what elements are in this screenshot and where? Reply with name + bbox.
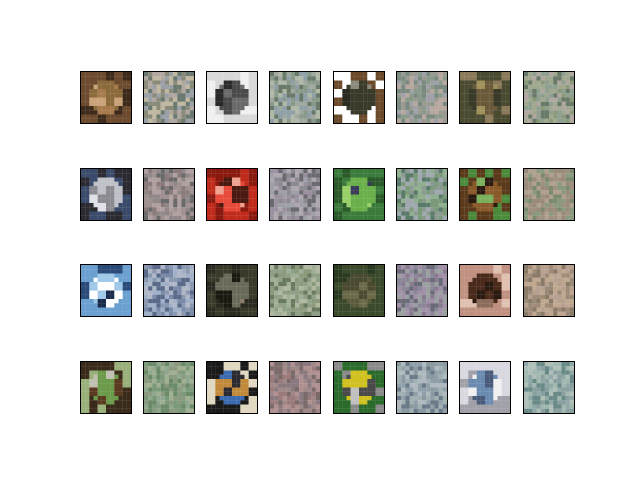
filtered-image-tile [269,168,321,221]
bird-noise-picture [270,362,320,413]
horse-noise-picture [524,169,574,220]
filtered-image-tile [523,168,575,221]
ship-picture [81,265,131,316]
filtered-image-tile [143,71,195,124]
frog-noise-picture [144,72,194,123]
original-image-tile [459,264,511,317]
filtered-image-tile [523,71,575,124]
filtered-image-tile [143,168,195,221]
original-image-tile [459,361,511,414]
horse-noise-picture [144,362,194,413]
truck-noise-picture [397,362,447,413]
ship-noise-picture [144,265,194,316]
car-noise-picture [144,169,194,220]
original-image-tile [80,71,132,124]
cat-picture [207,265,257,316]
filtered-image-tile [269,71,321,124]
original-image-tile [333,71,385,124]
cat-noise-picture [270,265,320,316]
filtered-image-tile [396,361,448,414]
car-picture [81,169,131,220]
original-image-tile [80,361,132,414]
deer-picture [460,72,510,123]
filtered-image-tile [396,264,448,317]
frog-picture [81,72,131,123]
original-image-tile [333,264,385,317]
truck-noise-picture [270,72,320,123]
trailer-picture [460,362,510,413]
filtered-image-tile [143,264,195,317]
green-truck-picture [334,362,384,413]
filtered-image-tile [396,168,448,221]
trailer-noise-picture [524,362,574,413]
truck-noise-picture [397,72,447,123]
filtered-image-tile [269,264,321,317]
deer-noise-picture [397,265,447,316]
horse-rider-picture [460,265,510,316]
original-image-tile [206,264,258,317]
deer-noise-picture [524,72,574,123]
original-image-tile [333,361,385,414]
bird-picture [334,169,384,220]
original-image-tile [206,168,258,221]
filtered-image-tile [396,71,448,124]
original-image-tile [80,168,132,221]
original-image-tile [333,168,385,221]
horse-picture [460,169,510,220]
red-car-picture [207,169,257,220]
original-image-tile [80,264,132,317]
original-image-tile [206,361,258,414]
deer-dark-picture [334,265,384,316]
bird-noise-picture [397,169,447,220]
truck-on-hill-picture [334,72,384,123]
bird-birdhouse-picture [207,362,257,413]
original-image-tile [459,168,511,221]
original-image-tile [206,71,258,124]
truck-picture [207,72,257,123]
horse-grass-picture [81,362,131,413]
filtered-image-tile [523,361,575,414]
red-car-noise-picture [270,169,320,220]
horse-noise-picture [524,265,574,316]
filtered-image-tile [523,264,575,317]
filtered-image-tile [269,361,321,414]
original-image-tile [459,71,511,124]
filtered-image-tile [143,361,195,414]
